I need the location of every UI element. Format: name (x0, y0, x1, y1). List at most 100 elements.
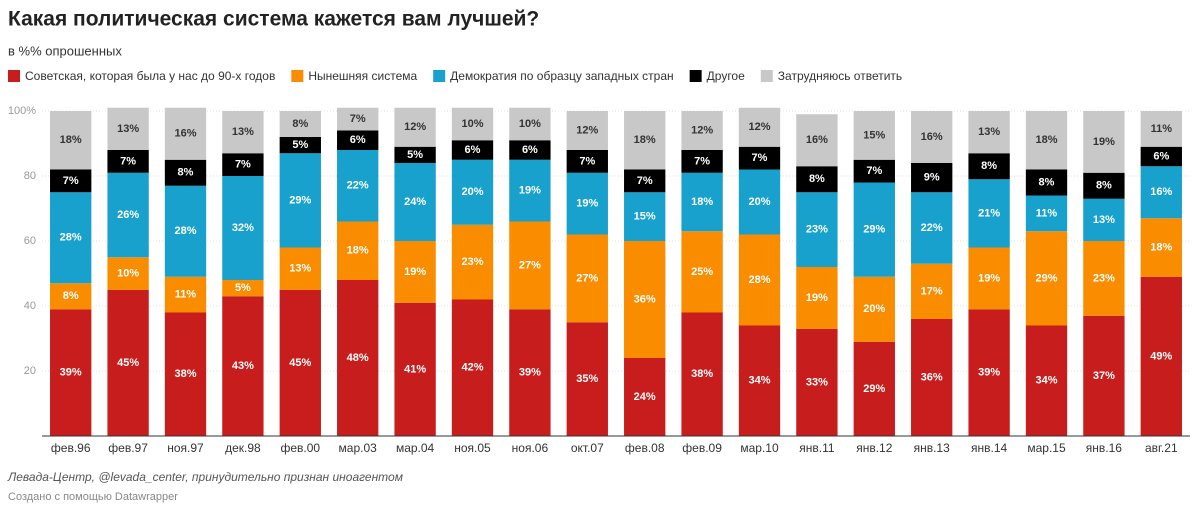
value-label: 13% (289, 263, 311, 275)
bar-segment (394, 146, 436, 163)
bar-segment (968, 309, 1010, 436)
value-label: 10% (461, 118, 483, 130)
value-label: 22% (347, 180, 369, 192)
bar-segment (738, 146, 781, 170)
bar-segment (911, 111, 953, 163)
x-tick-label: мар.03 (339, 441, 378, 455)
x-tick-label: ноя.05 (454, 441, 491, 455)
bar-segment (911, 163, 953, 193)
value-label: 32% (232, 222, 254, 234)
bar-segment (796, 192, 838, 267)
bar-segment (164, 159, 207, 186)
bar-segment (681, 231, 723, 313)
bar-segment (279, 289, 321, 436)
bar-segment (566, 322, 608, 436)
value-label: 38% (174, 368, 196, 380)
value-label: 10% (519, 118, 541, 130)
legend-label: Затрудняюсь ответить (778, 69, 902, 83)
bar-segment (738, 325, 781, 436)
y-tick-label: 60 (24, 235, 36, 247)
x-tick-label: фев.09 (682, 441, 722, 455)
value-label: 48% (347, 352, 369, 364)
bar-segment (279, 111, 321, 137)
value-label: 7% (120, 155, 136, 167)
x-tick-label: фев.00 (280, 441, 320, 455)
bar-segment (1025, 195, 1068, 232)
bar-segment (451, 107, 494, 141)
value-label: 6% (350, 134, 366, 146)
value-label: 8% (981, 160, 997, 172)
source: Левада-Центр, @levada_center, принудител… (7, 470, 403, 484)
bar-segment (509, 159, 551, 222)
value-label: 6% (522, 144, 538, 156)
value-label: 39% (60, 367, 82, 379)
bar-segment (50, 169, 92, 193)
value-label: 20% (748, 196, 770, 208)
y-tick-label: 20 (24, 365, 36, 377)
legend-label: Советская, которая была у нас до 90-х го… (25, 69, 275, 83)
x-tick-label: окт.07 (571, 441, 604, 455)
value-label: 9% (924, 172, 940, 184)
bar-segment (222, 111, 264, 154)
x-tick-label: фев.97 (108, 441, 148, 455)
value-label: 17% (921, 285, 943, 297)
bar-segment (50, 309, 92, 436)
bar-segment (624, 192, 666, 241)
legend-swatch (433, 70, 446, 82)
value-label: 16% (806, 134, 828, 146)
x-tick-label: фев.96 (51, 441, 91, 455)
bar-segment (222, 296, 264, 436)
value-label: 45% (117, 357, 139, 369)
bar-segment (1140, 111, 1182, 147)
bar-segment (1140, 166, 1182, 219)
value-label: 18% (634, 134, 656, 146)
bar-segment (796, 166, 838, 193)
value-label: 45% (289, 357, 311, 369)
value-label: 29% (863, 383, 885, 395)
value-label: 12% (691, 124, 713, 136)
bar-segment (451, 159, 494, 225)
value-label: 7% (63, 175, 79, 187)
value-label: 7% (694, 155, 710, 167)
value-label: 12% (748, 121, 770, 133)
bar-segment (164, 276, 207, 313)
chart-title: Какая политическая система кажется вам л… (8, 8, 539, 31)
bar-segment (1083, 198, 1125, 241)
bar-segment (911, 263, 953, 319)
value-label: 19% (978, 272, 1000, 284)
bar-segment (1140, 218, 1182, 277)
bar-segment (681, 111, 723, 150)
value-label: 8% (63, 290, 79, 302)
value-label: 29% (1035, 272, 1057, 284)
bar-segment (911, 319, 953, 436)
bar-segment (164, 107, 207, 160)
value-label: 28% (748, 274, 770, 286)
bar-segment (451, 299, 494, 436)
x-tick-label: ноя.06 (512, 441, 549, 455)
value-label: 6% (465, 144, 481, 156)
bar-segment (451, 224, 494, 300)
value-label: 18% (60, 134, 82, 146)
value-label: 39% (978, 367, 1000, 379)
bar-segment (681, 150, 723, 173)
value-label: 7% (752, 152, 768, 164)
bar-segment (1083, 111, 1125, 173)
bar-segment (164, 185, 207, 277)
legend-label: Другое (707, 69, 745, 83)
x-tick-label: янв.13 (914, 441, 951, 455)
y-tick-label: 80 (24, 170, 36, 182)
bar-segment (566, 172, 608, 235)
bar-segment (624, 111, 666, 170)
bar-segment (164, 312, 207, 436)
value-label: 7% (235, 159, 251, 171)
value-label: 23% (461, 256, 483, 268)
bar-segment (968, 111, 1010, 154)
value-label: 42% (461, 362, 483, 374)
value-label: 36% (921, 371, 943, 383)
value-label: 13% (978, 126, 1000, 138)
bar-segment (853, 276, 895, 342)
value-label: 34% (1035, 375, 1057, 387)
x-tick-label: мар.15 (1027, 441, 1066, 455)
bar-segment (796, 267, 838, 329)
